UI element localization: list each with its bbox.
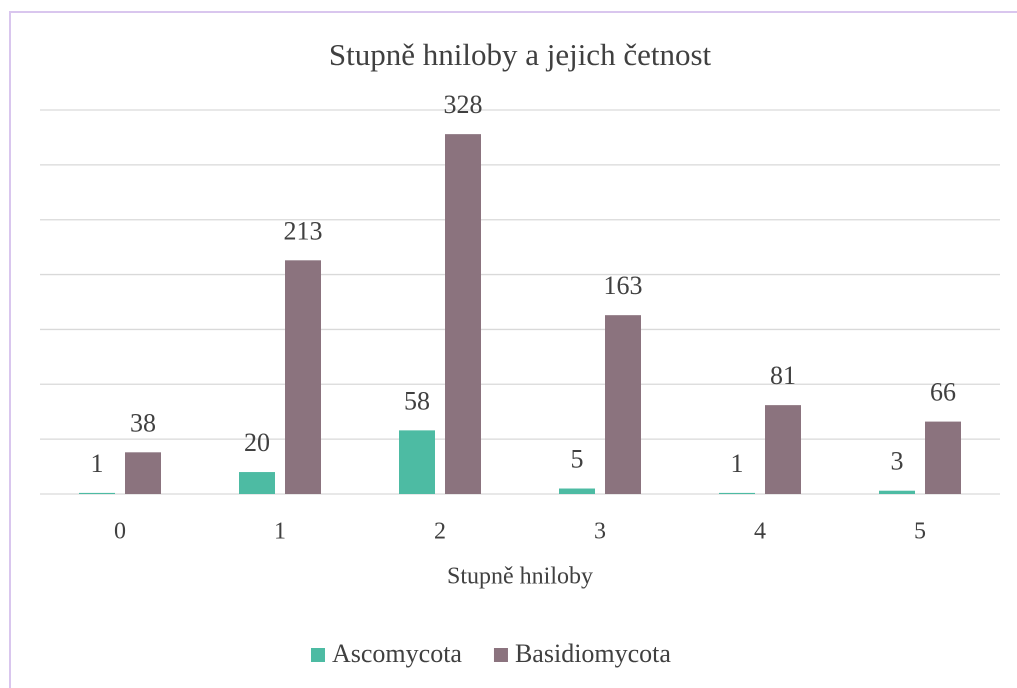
bar (399, 430, 435, 494)
chart-title: Stupně hniloby a jejich četnost (329, 37, 712, 72)
data-label: 58 (404, 386, 430, 415)
legend-swatch (493, 648, 508, 662)
data-label: 213 (284, 216, 323, 245)
chart-frame (9, 11, 1017, 688)
legend-label: Basidiomycota (515, 639, 671, 668)
bar (925, 421, 961, 494)
x-tick-label: 3 (594, 519, 606, 545)
data-label: 81 (770, 361, 796, 390)
bar (879, 490, 915, 494)
data-label: 66 (930, 378, 956, 407)
x-tick-label: 5 (914, 519, 926, 545)
data-label: 1 (731, 449, 744, 478)
legend-swatch (311, 648, 325, 662)
x-tick-label: 0 (114, 519, 126, 545)
bar (285, 260, 321, 494)
data-label: 38 (130, 408, 156, 437)
bar (605, 315, 641, 494)
data-label: 1 (91, 449, 104, 478)
legend-label: Ascomycota (332, 639, 462, 668)
bar (559, 488, 595, 494)
bar (445, 134, 481, 494)
bar (239, 472, 275, 494)
data-label: 163 (604, 271, 643, 300)
data-label: 20 (244, 428, 270, 457)
bar (765, 405, 801, 494)
data-label: 5 (571, 444, 584, 473)
x-tick-label: 1 (274, 519, 286, 545)
x-tick-label: 4 (754, 519, 766, 545)
data-label: 328 (444, 90, 483, 119)
x-tick-label: 2 (434, 519, 446, 545)
bar (125, 452, 161, 494)
x-axis-title: Stupně hniloby (447, 564, 593, 590)
bar (719, 492, 755, 494)
data-label: 3 (891, 447, 904, 476)
bar (79, 492, 115, 494)
